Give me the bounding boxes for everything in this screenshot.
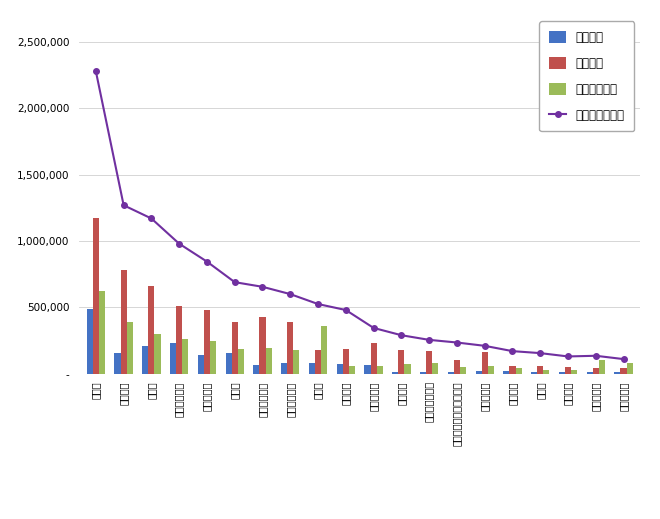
Legend: 참여지수, 소듵지수, 커뮤니티지수, 브랜드평판지수: 참여지수, 소듵지수, 커뮤니티지수, 브랜드평판지수 xyxy=(539,21,634,131)
Bar xyxy=(210,341,216,374)
브랜드평판지수 xyxy=(370,325,378,331)
Bar xyxy=(426,351,432,374)
Bar xyxy=(315,350,321,374)
브랜드평판지수 xyxy=(231,279,239,285)
Bar xyxy=(176,306,182,374)
Bar xyxy=(226,353,232,374)
브랜드평판지수 xyxy=(203,258,211,265)
브랜드평판지수 xyxy=(453,339,461,346)
Bar xyxy=(232,322,238,374)
Bar xyxy=(127,322,133,374)
Bar xyxy=(287,322,293,374)
브랜드평판지수 xyxy=(286,291,294,297)
Bar xyxy=(265,348,272,374)
Bar xyxy=(432,363,438,374)
Bar xyxy=(93,218,99,374)
Bar xyxy=(309,363,315,374)
Bar xyxy=(253,365,259,374)
Bar xyxy=(204,310,210,374)
Bar xyxy=(515,367,521,374)
Bar xyxy=(99,292,105,374)
브랜드평판지수 xyxy=(397,332,405,338)
Bar xyxy=(543,370,549,374)
Bar xyxy=(370,343,377,374)
Bar xyxy=(626,363,633,374)
Bar xyxy=(537,366,543,374)
Bar xyxy=(121,270,127,374)
Line: 브랜드평판지수: 브랜드평판지수 xyxy=(93,69,626,362)
Bar xyxy=(614,372,620,374)
Bar xyxy=(377,366,383,374)
브랜드평판지수 xyxy=(259,284,267,290)
Bar xyxy=(86,309,93,374)
Bar xyxy=(198,355,204,374)
Bar xyxy=(565,367,571,374)
브랜드평판지수 xyxy=(564,353,572,360)
Bar xyxy=(488,366,494,374)
Bar xyxy=(398,350,405,374)
Bar xyxy=(148,286,154,374)
Bar xyxy=(259,317,265,374)
Bar xyxy=(170,343,176,374)
브랜드평판지수 xyxy=(314,301,322,307)
브랜드평판지수 xyxy=(592,353,600,359)
Bar xyxy=(405,364,411,374)
Bar xyxy=(460,367,466,374)
Bar xyxy=(293,350,300,374)
브랜드평판지수 xyxy=(480,343,488,349)
브랜드평판지수 xyxy=(342,307,350,313)
Bar xyxy=(337,364,343,374)
Bar xyxy=(114,353,121,374)
Bar xyxy=(447,372,454,374)
Bar xyxy=(531,372,537,374)
Bar xyxy=(571,370,577,374)
Bar xyxy=(343,349,349,374)
Bar xyxy=(182,339,188,374)
브랜드평판지수 xyxy=(537,350,544,356)
Bar xyxy=(475,371,482,374)
Bar xyxy=(559,372,565,374)
Bar xyxy=(620,367,626,374)
Bar xyxy=(454,360,460,374)
Bar xyxy=(321,326,327,374)
Bar xyxy=(364,365,370,374)
Bar xyxy=(504,371,510,374)
Bar xyxy=(154,334,160,374)
브랜드평판지수 xyxy=(175,241,183,247)
브랜드평판지수 xyxy=(620,356,628,362)
Bar xyxy=(587,372,593,374)
Bar xyxy=(510,366,515,374)
Bar xyxy=(143,346,148,374)
Bar xyxy=(599,360,605,374)
브랜드평판지수 xyxy=(147,215,155,222)
Bar xyxy=(420,372,426,374)
Bar xyxy=(281,363,287,374)
Bar xyxy=(593,367,599,374)
브랜드평판지수 xyxy=(508,348,516,354)
Bar xyxy=(238,349,244,374)
Bar xyxy=(482,352,488,374)
Bar xyxy=(349,366,355,374)
브랜드평판지수 xyxy=(92,68,100,74)
브랜드평판지수 xyxy=(425,337,433,343)
브랜드평판지수 xyxy=(119,202,127,208)
Bar xyxy=(392,372,398,374)
